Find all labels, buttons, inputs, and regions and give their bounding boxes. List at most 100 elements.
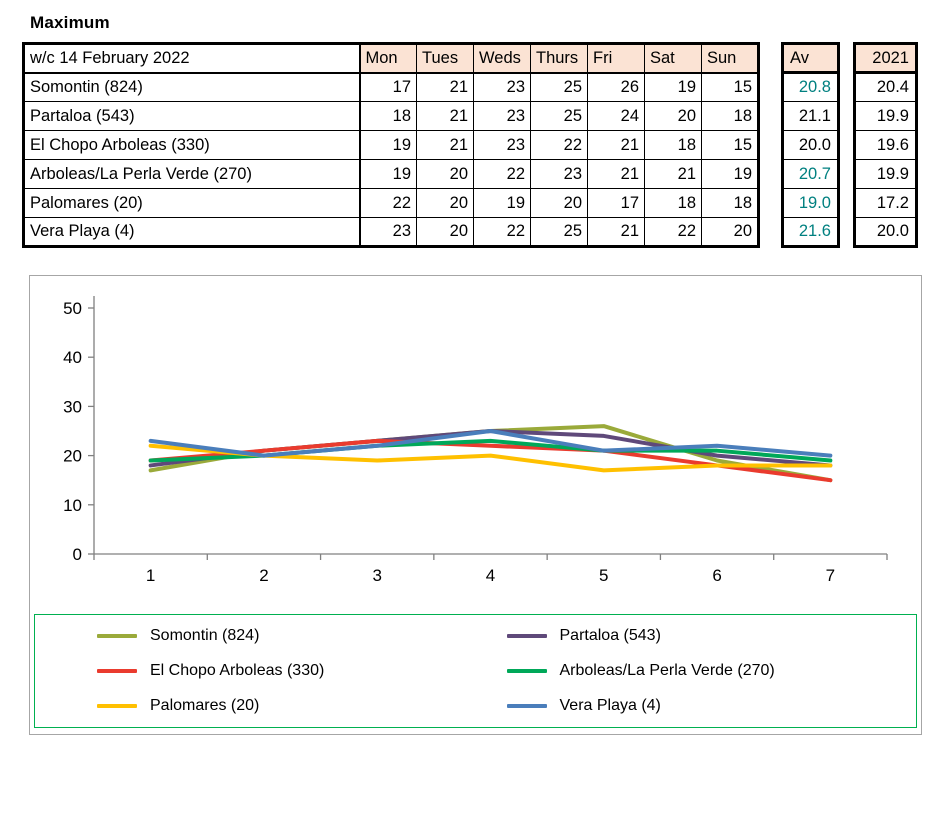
x-tick-label: 4 [486, 566, 495, 585]
temperature-cell: 20 [416, 159, 474, 189]
temperature-cell: 25 [530, 101, 588, 131]
temperature-cell: 19 [359, 130, 417, 160]
temperature-cell: 24 [587, 101, 645, 131]
x-tick-label: 1 [146, 566, 155, 585]
day-header-cell: Mon [359, 43, 417, 74]
legend-swatch-icon [506, 669, 547, 673]
temperature-cell: 23 [359, 217, 417, 247]
series-line [148, 429, 833, 458]
y-tick-label: 40 [63, 348, 82, 367]
temperature-cell: 26 [587, 72, 645, 102]
average-header-row: Av [782, 43, 839, 74]
temperature-cell: 20 [530, 188, 588, 218]
temperature-cell: 18 [644, 188, 702, 218]
temperature-cell: 18 [701, 101, 759, 131]
legend-swatch-icon [506, 634, 547, 638]
x-tick-label: 6 [712, 566, 721, 585]
day-header-cell: Tues [416, 43, 474, 74]
day-header-cell: Sat [644, 43, 702, 74]
day-header-cell: Sun [701, 43, 759, 74]
previous-year-row: 20.0 [854, 217, 917, 247]
location-name-cell: Partaloa (543) [23, 101, 361, 131]
average-row: 20.7 [782, 159, 839, 189]
temperature-cell: 18 [701, 188, 759, 218]
temperature-cell: 19 [359, 159, 417, 189]
previous-year-value-cell: 20.0 [854, 217, 917, 247]
location-row: El Chopo Arboleas (330) 19 21 23 22 21 18 15 [23, 130, 759, 160]
temperature-cell: 22 [359, 188, 417, 218]
temperature-cell: 21 [587, 217, 645, 247]
line-chart-svg: 0 10 20 30 40 50 1 2 3 4 5 6 7 [63, 296, 888, 585]
average-value-cell: 20.8 [782, 72, 839, 102]
temperature-cell: 23 [473, 130, 531, 160]
data-tables: w/c 14 February 2022 Mon Tues Weds Thurs Fri… [22, 42, 951, 248]
y-tick-label: 30 [63, 397, 82, 416]
y-tick-label: 20 [63, 447, 82, 466]
chart-legend: Somontin (824) Partaloa (543) El Chopo Arb… [34, 614, 917, 728]
legend-swatch-icon [97, 669, 137, 673]
average-row: 21.6 [782, 217, 839, 247]
temperature-cell: 19 [473, 188, 531, 218]
location-name-cell: Arboleas/La Perla Verde (270) [23, 159, 361, 189]
temperature-cell: 20 [416, 188, 474, 218]
temperature-cell: 25 [530, 217, 588, 247]
previous-year-header-row: 2021 [854, 43, 917, 74]
temperature-cell: 17 [359, 72, 417, 102]
legend-label: Somontin (824) [150, 627, 260, 644]
x-tick-label: 5 [599, 566, 608, 585]
legend-item: Palomares (20) [97, 697, 507, 715]
location-name-cell: Somontin (824) [23, 72, 361, 102]
temperature-cell: 19 [701, 159, 759, 189]
average-row: 21.1 [782, 101, 839, 131]
previous-year-value-cell: 17.2 [854, 188, 917, 218]
day-header-cell: Fri [587, 43, 645, 74]
previous-year-row: 17.2 [854, 188, 917, 218]
weekly-temperatures-table: w/c 14 February 2022 Mon Tues Weds Thurs Fri… [22, 42, 760, 248]
legend-swatch-icon [97, 634, 137, 638]
legend-swatch-icon [97, 704, 137, 708]
temperature-cell: 23 [530, 159, 588, 189]
location-row: Arboleas/La Perla Verde (270) 19 20 22 23 21 2… [23, 159, 759, 189]
average-column-table: Av 20.8 21.1 20.0 20.7 19.0 21.6 [781, 42, 840, 248]
day-header-cell: Weds [473, 43, 531, 74]
legend-label: El Chopo Arboleas (330) [150, 662, 325, 679]
temperature-cell: 21 [587, 159, 645, 189]
x-tick-label: 3 [372, 566, 381, 585]
legend-item: El Chopo Arboleas (330) [97, 662, 507, 680]
previous-year-value-cell: 20.4 [854, 72, 917, 102]
temperature-cell: 22 [473, 217, 531, 247]
average-row: 20.0 [782, 130, 839, 160]
temperature-cell: 18 [359, 101, 417, 131]
location-name-cell: Palomares (20) [23, 188, 361, 218]
location-name-cell: El Chopo Arboleas (330) [23, 130, 361, 160]
legend-label: Partaloa (543) [559, 627, 661, 644]
location-name-cell: Vera Playa (4) [23, 217, 361, 247]
temperature-cell: 20 [416, 217, 474, 247]
temperature-cell: 21 [416, 101, 474, 131]
previous-year-row: 19.9 [854, 159, 917, 189]
page-title: Maximum [30, 13, 110, 32]
temperature-cell: 21 [587, 130, 645, 160]
temperature-cell: 20 [701, 217, 759, 247]
temperature-cell: 18 [644, 130, 702, 160]
average-header-cell: Av [782, 43, 839, 74]
legend-swatch-icon [506, 704, 547, 708]
previous-year-column-table: 2021 20.4 19.9 19.6 19.9 17.2 20.0 [853, 42, 918, 248]
week-label-cell: w/c 14 February 2022 [23, 43, 361, 74]
average-value-cell: 20.0 [782, 130, 839, 160]
temperature-cell: 22 [644, 217, 702, 247]
legend-item: Somontin (824) [97, 627, 507, 645]
temperature-cell: 21 [416, 72, 474, 102]
average-value-cell: 21.1 [782, 101, 839, 131]
y-tick-label: 50 [63, 299, 82, 318]
location-row: Somontin (824) 17 21 23 25 26 19 15 [23, 72, 759, 102]
legend-label: Arboleas/La Perla Verde (270) [559, 662, 775, 679]
temperature-cell: 22 [473, 159, 531, 189]
temperature-cell: 23 [473, 72, 531, 102]
legend-label: Vera Playa (4) [559, 697, 661, 714]
previous-year-header-cell: 2021 [854, 43, 917, 74]
location-row: Vera Playa (4) 23 20 22 25 21 22 20 [23, 217, 759, 247]
previous-year-value-cell: 19.9 [854, 101, 917, 131]
location-row: Palomares (20) 22 20 19 20 17 18 18 [23, 188, 759, 218]
previous-year-row: 19.6 [854, 130, 917, 160]
